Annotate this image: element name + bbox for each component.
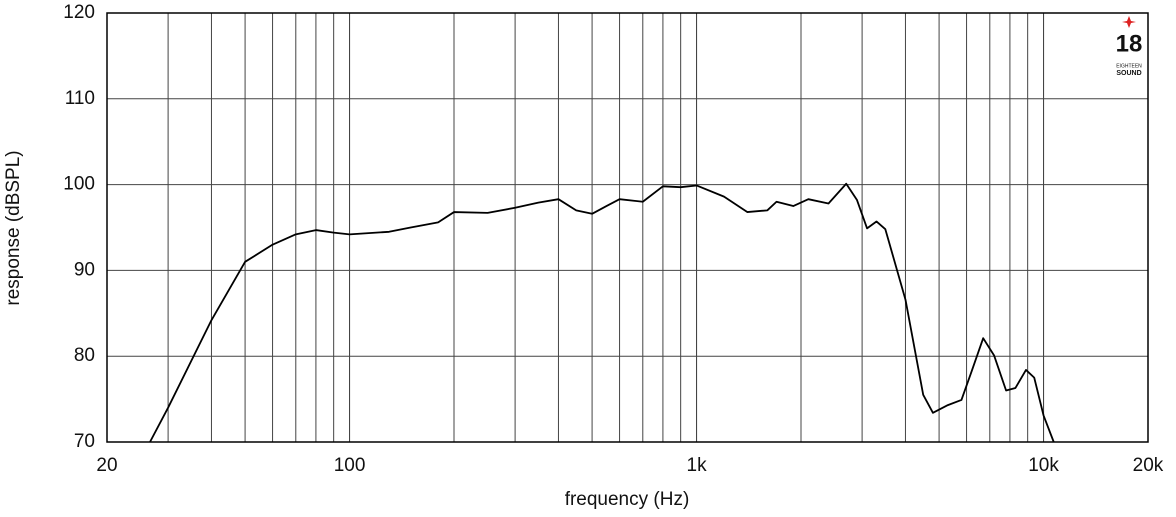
- x-tick-label: 20k: [1133, 455, 1164, 476]
- logo-star: [1122, 16, 1136, 28]
- y-tick-label: 70: [74, 431, 95, 452]
- response-curve: [149, 182, 1055, 443]
- logo: 18 EIGHTEEN SOUND: [1116, 16, 1143, 77]
- y-axis-label: response (dBSPL): [3, 150, 24, 305]
- logo-text: EIGHTEEN: [1116, 63, 1142, 69]
- x-axis-label: frequency (Hz): [565, 489, 690, 510]
- y-tick-label: 110: [65, 88, 95, 109]
- x-tick-label: 20: [96, 455, 117, 476]
- x-tick-label: 100: [334, 455, 366, 476]
- x-tick-label: 10k: [1028, 455, 1059, 476]
- y-tick-label: 90: [74, 259, 95, 280]
- x-tick-label: 1k: [687, 455, 708, 476]
- logo-text: SOUND: [1116, 70, 1141, 77]
- plot-frame: [106, 12, 1149, 443]
- logo-number: 18: [1116, 30, 1143, 57]
- y-tick-label: 80: [74, 345, 95, 366]
- y-tick-label: 120: [63, 2, 95, 23]
- y-tick-label: 100: [63, 174, 95, 195]
